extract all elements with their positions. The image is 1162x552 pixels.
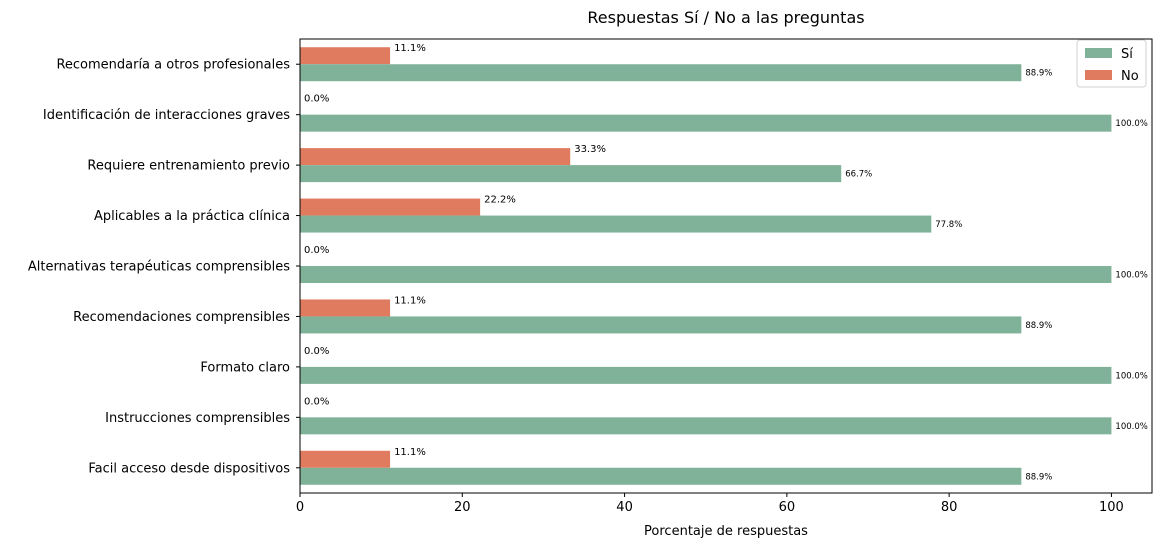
data-label-no: 33.3% — [574, 144, 606, 155]
bar-si — [300, 467, 1022, 485]
bar-no — [300, 148, 571, 166]
x-tick-label: 100 — [1099, 500, 1124, 515]
y-tick-label: Alternativas terapéuticas comprensibles — [28, 260, 290, 275]
data-label-no: 0.0% — [304, 245, 329, 256]
data-label-no: 0.0% — [304, 346, 329, 357]
plot-area: Recomendaría a otros profesionales 11.1% 8… — [28, 38, 1153, 515]
y-tick-label: Recomendaría a otros profesionales — [56, 58, 290, 73]
data-label-si: 88.9% — [1025, 69, 1052, 79]
data-label-si: 66.7% — [845, 170, 872, 180]
bar-si — [300, 114, 1112, 132]
bar-si — [300, 366, 1112, 384]
data-label-si: 100.0% — [1115, 371, 1147, 381]
y-tick-label: Instrucciones comprensibles — [105, 411, 290, 426]
bar-si — [300, 64, 1022, 82]
x-tick-label: 60 — [779, 500, 796, 515]
legend: Sí No — [1076, 39, 1147, 88]
x-tick-label: 0 — [296, 500, 304, 515]
data-label-si: 100.0% — [1115, 422, 1147, 432]
bar-si — [300, 165, 842, 183]
legend-label: No — [1121, 69, 1139, 84]
bar-no — [300, 299, 391, 317]
y-tick-label: Recomendaciones comprensibles — [73, 310, 290, 325]
bar-no — [300, 198, 481, 216]
chart-title: Respuestas Sí / No a las preguntas — [587, 8, 864, 27]
data-label-no: 11.1% — [394, 295, 426, 306]
data-label-no: 22.2% — [484, 195, 516, 206]
y-tick-label: Formato claro — [200, 360, 290, 375]
x-tick-label: 80 — [941, 500, 958, 515]
data-label-si: 100.0% — [1115, 271, 1147, 281]
legend-label: Sí — [1121, 47, 1133, 62]
data-label-no: 0.0% — [304, 94, 329, 105]
x-axis-label: Porcentaje de respuestas — [644, 524, 808, 539]
data-label-no: 11.1% — [394, 447, 426, 458]
data-label-si: 100.0% — [1115, 119, 1147, 129]
legend-swatch — [1085, 70, 1112, 80]
x-tick-label: 20 — [454, 500, 471, 515]
data-label-si: 88.9% — [1025, 472, 1052, 482]
data-label-no: 11.1% — [394, 43, 426, 54]
bar-no — [300, 450, 391, 468]
y-tick-label: Facil acceso desde dispositivos — [88, 461, 290, 476]
bar-no — [300, 47, 391, 65]
y-tick-label: Requiere entrenamiento previo — [87, 159, 290, 174]
y-tick-label: Aplicables a la práctica clínica — [94, 209, 290, 224]
legend-swatch — [1085, 48, 1112, 58]
bar-si — [300, 266, 1112, 283]
x-tick-label: 40 — [616, 500, 633, 515]
data-label-si: 88.9% — [1025, 321, 1052, 331]
y-tick-label: Identificación de interacciones graves — [43, 108, 290, 123]
data-label-no: 0.0% — [304, 396, 329, 407]
axes-frame — [299, 38, 1153, 494]
bar-si — [300, 417, 1112, 435]
bar-si — [300, 215, 932, 233]
data-label-si: 77.8% — [935, 220, 962, 230]
bar-si — [300, 316, 1022, 334]
